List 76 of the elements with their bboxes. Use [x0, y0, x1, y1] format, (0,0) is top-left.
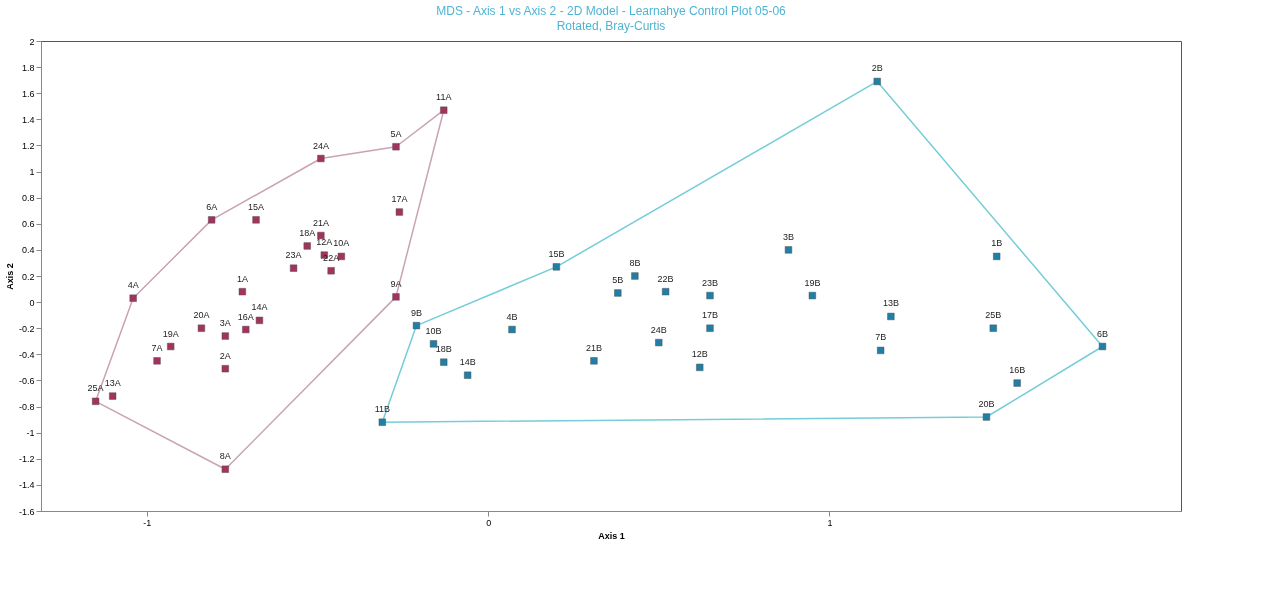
annotation: 15A [248, 201, 265, 212]
chart-subtitle: Rotated, Bray-Curtis [556, 19, 666, 33]
annotation: 11A [436, 92, 452, 103]
x-tick-label: -1 [143, 517, 152, 528]
annotation: 1A [236, 273, 248, 284]
annotation: 13B [882, 298, 899, 309]
chart-title: MDS - Axis 1 vs Axis 2 - 2D Model - Learnahye Control Plot 05-06 [436, 4, 787, 18]
x-tick-label: 1 [827, 517, 833, 528]
annotation: 2A [219, 350, 231, 361]
y-tick-label: 0.4 [21, 245, 35, 256]
annotation: 6B [1096, 328, 1108, 339]
annotation: 22A [323, 252, 340, 263]
annotation: 7B [875, 332, 887, 343]
annotation: 4B [506, 311, 518, 322]
annotation: 17B [701, 310, 718, 321]
y-tick-label: -0.6 [18, 375, 35, 386]
annotation: 2B [871, 63, 883, 74]
annotation: 4A [127, 280, 139, 291]
y-tick-label: -1.2 [18, 454, 35, 465]
annotation: 11B [374, 404, 390, 415]
annotation: 24A [312, 140, 329, 151]
annotation: 18B [435, 344, 452, 355]
annotation: 22B [657, 273, 674, 284]
y-tick-label: 1.2 [21, 140, 35, 151]
annotation: 17A [391, 194, 408, 205]
annotation: 24B [650, 324, 667, 335]
annotation: 19B [804, 277, 821, 288]
y-tick-label: -1.6 [18, 506, 35, 517]
annotation: 1B [991, 238, 1003, 249]
x-tick-label: 0 [486, 517, 492, 528]
annotation: 12A [316, 237, 333, 248]
y-tick-label: 2 [29, 36, 35, 47]
y-tick-label: 0.8 [21, 193, 35, 204]
y-tick-label: 1.8 [21, 62, 35, 73]
annotation: 14A [251, 302, 268, 313]
annotation: 16B [1009, 365, 1026, 376]
annotation: 25B [985, 310, 1002, 321]
annotation: 9A [390, 278, 402, 289]
annotation: 20A [193, 310, 210, 321]
annotation: 9B [410, 307, 422, 318]
y-tick-label: -0.8 [18, 402, 35, 413]
annotation: 23B [701, 277, 718, 288]
y-tick-label: -0.2 [18, 323, 35, 334]
annotation: 10A [333, 238, 350, 249]
annotation: 16A [237, 311, 254, 322]
annotation: 20B [978, 399, 995, 409]
annotation: 23A [285, 250, 302, 261]
x-axis-title: Axis 1 [598, 530, 625, 541]
annotation: 8B [629, 258, 641, 268]
y-axis-title: Axis 2 [4, 263, 15, 290]
y-tick-label: -0.4 [18, 349, 35, 360]
y-tick-label: 1.6 [21, 88, 35, 99]
annotation: 3B [782, 231, 794, 242]
annotation: 13A [104, 378, 121, 389]
annotation: 5A [390, 128, 402, 139]
annotation: 18A [299, 227, 316, 238]
annotation: 10B [425, 325, 442, 336]
annotation: 14B [459, 357, 476, 368]
annotation: 7A [151, 342, 163, 353]
annotation: 6A [206, 201, 218, 212]
y-tick-label: 0.6 [21, 219, 35, 230]
annotation: 5B [612, 274, 624, 285]
y-tick-label: 1.4 [21, 114, 35, 125]
annotation: 15B [548, 248, 565, 259]
annotation: 3A [219, 318, 231, 329]
y-tick-label: 0.2 [21, 271, 35, 282]
annotation: 21B [585, 342, 602, 353]
y-tick-label: -1 [26, 428, 35, 439]
annotation: 12B [691, 349, 708, 360]
annotation: 25A [87, 383, 104, 394]
annotation: 21A [312, 217, 329, 228]
annotation: 8A [219, 451, 231, 462]
annotation: 19A [162, 328, 179, 339]
y-tick-label: -1.4 [18, 480, 35, 491]
y-tick-label: 1 [29, 167, 35, 178]
y-tick-label: 0 [29, 297, 35, 308]
